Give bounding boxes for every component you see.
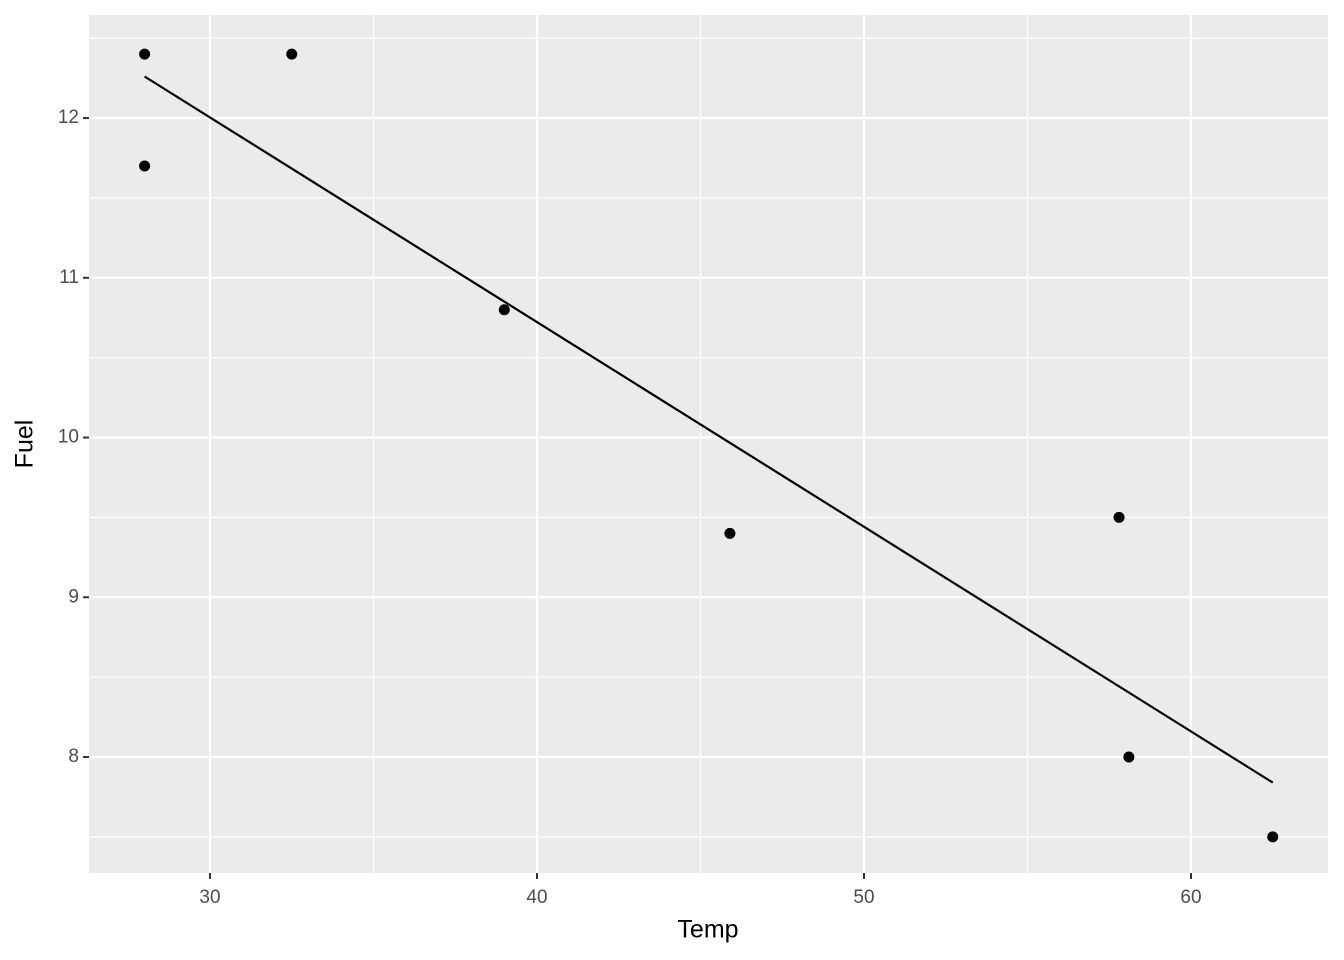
panel [89,15,1328,873]
y-tick-label: 8 [68,746,79,767]
x-tick-label: 60 [1180,887,1201,908]
y-tick-label: 11 [59,267,79,288]
y-axis-title: Fuel [11,420,39,469]
point [1267,831,1279,843]
y-tick-label: 9 [68,586,79,607]
point [724,527,736,539]
point [286,48,298,60]
fit-line [144,75,1274,784]
x-tick-label: 40 [526,887,547,908]
point [139,48,151,60]
y-tick-label: 10 [58,427,79,448]
point [139,160,151,172]
point [1113,511,1125,523]
point [1123,751,1135,763]
x-tick-label: 30 [199,887,220,908]
point [498,304,510,316]
y-tick-label: 12 [58,107,79,128]
x-tick-label: 50 [853,887,874,908]
x-axis-title: Temp [677,916,738,944]
